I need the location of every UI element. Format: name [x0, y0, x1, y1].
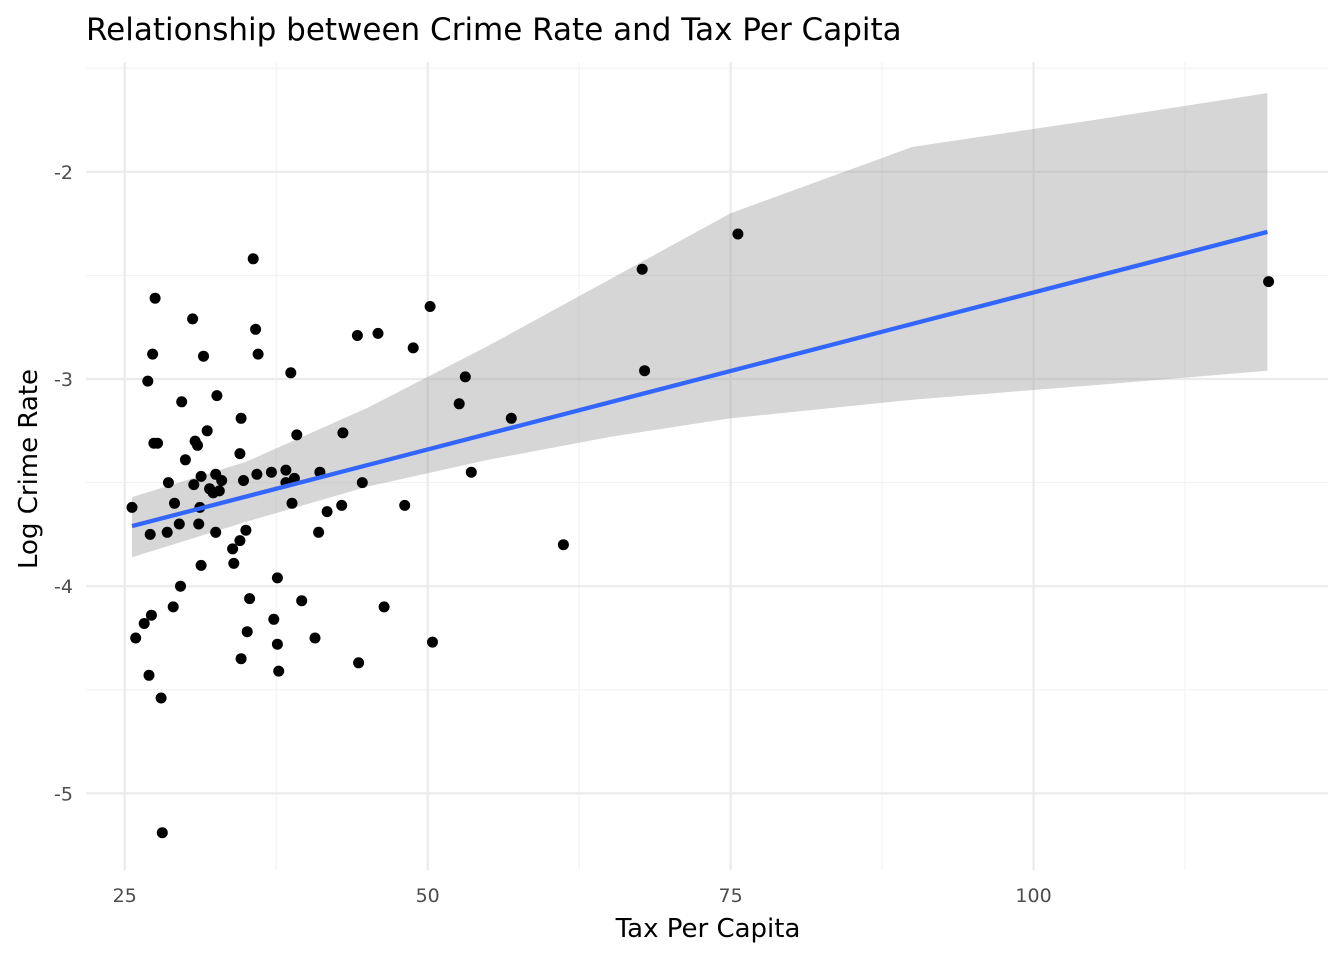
data-point: [427, 636, 438, 648]
data-point: [639, 365, 651, 377]
data-point: [162, 477, 174, 489]
y-axis-tick-labels: -5 -4 -3 -2: [54, 162, 73, 806]
data-point: [240, 524, 252, 536]
x-tick-label: 75: [719, 885, 743, 907]
data-point: [247, 253, 259, 265]
data-point: [176, 396, 188, 408]
data-point: [173, 518, 185, 530]
data-point: [144, 528, 156, 540]
data-point: [424, 301, 436, 312]
data-point: [145, 609, 157, 621]
data-point: [147, 348, 159, 360]
data-point: [309, 632, 321, 644]
data-point: [336, 499, 348, 511]
x-tick-label: 25: [113, 885, 137, 907]
data-point: [227, 543, 239, 555]
data-point: [213, 485, 225, 497]
data-point: [378, 601, 390, 613]
data-point: [244, 593, 256, 605]
data-point: [235, 653, 247, 665]
x-axis-title: Tax Per Capita: [615, 914, 801, 944]
data-point: [285, 367, 297, 379]
x-tick-label: 100: [1015, 885, 1051, 907]
data-point: [465, 466, 477, 478]
data-point: [557, 539, 569, 551]
data-point: [179, 454, 191, 466]
data-point: [732, 228, 744, 240]
x-axis-tick-labels: 25 50 75 100: [113, 885, 1052, 907]
data-point: [152, 437, 163, 449]
y-tick-label: -4: [54, 576, 73, 598]
data-point: [280, 464, 292, 476]
data-point: [235, 412, 247, 424]
data-point: [201, 425, 213, 437]
data-point: [228, 557, 240, 569]
y-tick-label: -5: [54, 783, 73, 805]
data-point: [459, 371, 471, 383]
data-point: [453, 398, 465, 410]
x-tick-label: 50: [416, 885, 440, 907]
data-point: [271, 572, 283, 584]
data-point: [211, 390, 223, 402]
data-point: [241, 626, 253, 638]
data-point: [192, 439, 203, 451]
data-point: [130, 632, 142, 644]
y-axis-title: Log Crime Rate: [14, 369, 44, 569]
data-point: [1263, 276, 1275, 288]
data-point: [187, 313, 199, 325]
data-point: [195, 559, 207, 571]
data-point: [291, 429, 303, 441]
data-point: [234, 448, 246, 460]
data-point: [195, 470, 207, 482]
major-gridlines: [86, 62, 1328, 870]
data-point: [169, 497, 180, 509]
confidence-band: [132, 93, 1268, 558]
data-point: [399, 499, 411, 511]
y-tick-label: -3: [54, 369, 73, 391]
data-point: [251, 468, 263, 480]
data-point: [372, 327, 384, 339]
data-point: [313, 526, 325, 538]
data-point: [193, 518, 205, 530]
data-point: [505, 412, 517, 424]
data-point: [234, 535, 246, 547]
data-point: [250, 323, 262, 335]
data-point: [407, 342, 419, 354]
data-point: [155, 692, 167, 704]
data-point: [216, 475, 228, 486]
data-point: [321, 506, 333, 518]
data-point: [252, 348, 264, 360]
data-point: [143, 669, 155, 681]
data-point: [210, 526, 222, 538]
y-tick-label: -2: [54, 162, 73, 184]
data-point: [268, 613, 280, 625]
data-point: [188, 479, 200, 491]
data-point: [337, 427, 349, 439]
data-point: [161, 526, 173, 538]
data-point: [198, 350, 209, 362]
data-point: [142, 375, 154, 387]
data-point: [351, 330, 363, 341]
data-point: [265, 466, 277, 478]
data-point: [138, 618, 150, 629]
data-point: [167, 601, 179, 613]
data-point: [636, 263, 648, 275]
data-point: [126, 501, 138, 513]
data-point: [286, 497, 298, 509]
data-point: [273, 665, 285, 677]
data-point: [353, 657, 365, 669]
data-point: [156, 827, 168, 839]
data-point: [149, 292, 161, 304]
regression-line: [131, 229, 1268, 529]
data-point: [356, 477, 368, 489]
chart-title: Relationship between Crime Rate and Tax …: [86, 12, 902, 48]
data-point: [271, 638, 283, 650]
data-point: [175, 580, 186, 592]
data-point: [296, 595, 308, 607]
data-point: [238, 475, 249, 486]
